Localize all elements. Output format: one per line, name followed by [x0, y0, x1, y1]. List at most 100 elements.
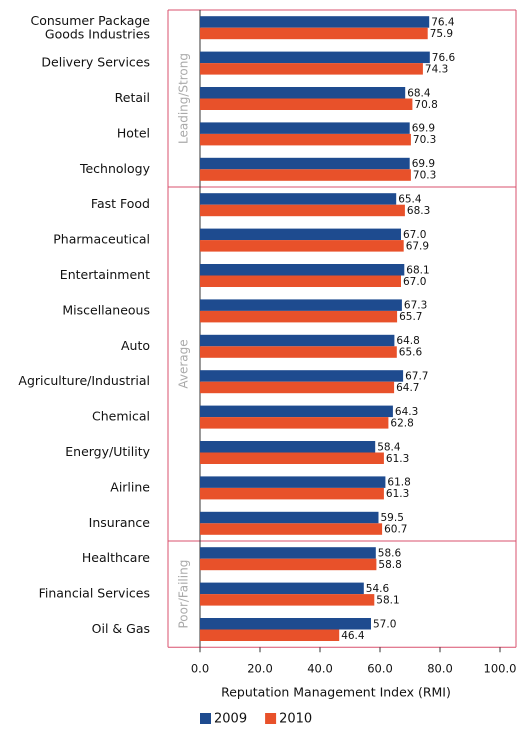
category-label: Technology: [79, 161, 151, 176]
bar: [200, 582, 364, 595]
value-label: 67.9: [406, 240, 429, 252]
value-label: 57.0: [373, 618, 396, 630]
value-label: 58.1: [376, 594, 399, 606]
value-label: 68.1: [406, 264, 429, 276]
bar: [200, 275, 401, 287]
value-label: 76.6: [432, 52, 456, 64]
category-label: Oil & Gas: [92, 621, 150, 636]
value-label: 65.7: [399, 311, 422, 323]
x-tick-label: 80.0: [427, 662, 453, 676]
bar: [200, 98, 413, 110]
group-label: Average: [177, 339, 191, 388]
bar: [200, 87, 406, 99]
bar: [200, 240, 404, 252]
group-label: Poor/Failing: [177, 560, 191, 629]
x-tick-label: 60.0: [367, 662, 393, 676]
category-label: Agriculture/Industrial: [18, 373, 150, 388]
value-label: 68.3: [407, 205, 430, 217]
bar: [200, 523, 383, 535]
bar: [200, 618, 371, 630]
value-label: 61.8: [387, 477, 410, 489]
value-label: 61.3: [386, 488, 409, 500]
value-label: 62.8: [390, 417, 413, 429]
x-tick-label: 100.0: [484, 662, 517, 676]
bar: [200, 122, 410, 134]
bar: [200, 157, 410, 170]
bar: [200, 476, 386, 488]
bar: [200, 594, 375, 606]
category-label: Delivery Services: [41, 55, 150, 70]
value-label: 67.0: [403, 229, 426, 241]
category-label: Retail: [115, 90, 150, 105]
bar: [200, 441, 376, 453]
category-label: Auto: [121, 338, 150, 353]
bar: [200, 299, 402, 311]
legend-label: 2009: [214, 712, 247, 727]
value-label: 58.6: [378, 547, 402, 559]
bar: [200, 487, 384, 500]
bar: [200, 169, 411, 181]
value-label: 67.7: [405, 370, 428, 382]
legend-swatch: [265, 713, 277, 724]
category-label: Airline: [110, 479, 150, 494]
value-label: 54.6: [366, 583, 390, 595]
value-label: 64.7: [396, 382, 419, 394]
bar: [200, 405, 393, 418]
bar: [200, 193, 397, 205]
category-label: Fast Food: [91, 196, 150, 211]
value-label: 60.7: [384, 524, 407, 536]
x-axis-label: Reputation Management Index (RMI): [221, 685, 451, 700]
bar: [200, 310, 398, 323]
value-label: 58.8: [378, 559, 401, 571]
category-label: Entertainment: [60, 267, 150, 282]
value-label: 74.3: [425, 63, 448, 75]
bar: [200, 63, 423, 75]
value-label: 68.4: [407, 87, 431, 99]
bar: [200, 381, 395, 394]
value-label: 64.3: [395, 406, 418, 418]
category-label: Miscellaneous: [62, 302, 150, 317]
bar: [200, 204, 405, 217]
value-label: 61.3: [386, 453, 409, 465]
bar: [200, 16, 430, 28]
category-label: Consumer Package Goods Industries: [30, 12, 150, 41]
category-label: Financial Services: [39, 586, 150, 601]
x-tick-label: 20.0: [247, 662, 273, 676]
legend-label: 2010: [279, 712, 312, 727]
value-label: 70.3: [413, 170, 436, 182]
category-label: Energy/Utility: [65, 444, 150, 459]
value-label: 70.8: [414, 99, 437, 111]
bar: [200, 346, 397, 358]
value-label: 69.9: [412, 123, 435, 135]
category-label: Hotel: [117, 125, 150, 140]
bar: [200, 51, 430, 64]
bar: [200, 417, 389, 429]
value-label: 75.9: [430, 28, 453, 40]
x-tick-label: 0.0: [191, 662, 209, 676]
value-label: 58.4: [377, 441, 401, 453]
bar: [200, 629, 340, 641]
bar: [200, 547, 376, 559]
value-label: 65.6: [399, 347, 423, 359]
bar: [200, 511, 379, 524]
bar: [200, 264, 405, 276]
x-tick-label: 40.0: [307, 662, 333, 676]
category-label: Insurance: [89, 515, 151, 530]
value-label: 64.8: [396, 335, 419, 347]
bar: [200, 133, 411, 146]
category-label: Healthcare: [82, 550, 150, 565]
value-label: 67.3: [404, 300, 427, 312]
bar: [200, 370, 404, 382]
value-label: 69.9: [412, 158, 435, 170]
bar: [200, 228, 401, 241]
value-label: 46.4: [341, 630, 365, 642]
value-label: 76.4: [431, 16, 455, 28]
bar: [200, 558, 377, 571]
value-label: 59.5: [381, 512, 404, 524]
bar: [200, 452, 384, 464]
group-label: Leading/Strong: [177, 53, 191, 144]
value-label: 65.4: [398, 193, 422, 205]
bar: [200, 27, 428, 40]
legend-swatch: [200, 713, 211, 724]
